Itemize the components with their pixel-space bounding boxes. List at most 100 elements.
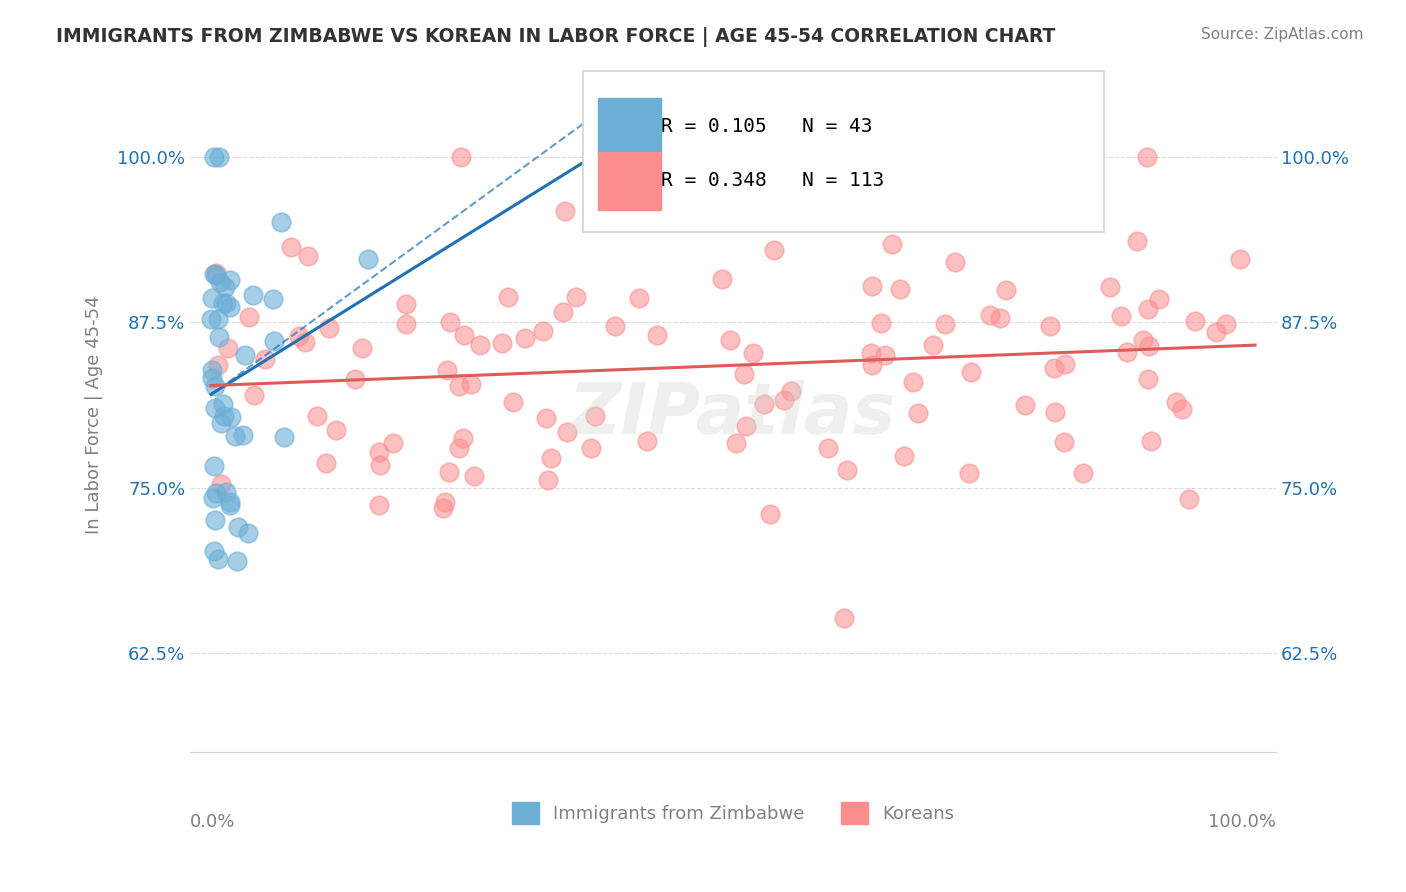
Point [219,495,242,509]
Point [367,499,389,513]
Point [225,554,247,568]
Point [889,282,911,296]
Point [202,491,225,505]
Point [212,397,235,411]
Point [218,301,240,315]
Point [235,348,257,362]
Point [209,416,232,430]
Point [711,272,734,286]
Point [463,469,485,483]
Point [450,150,472,164]
Point [207,330,229,344]
Point [1054,357,1077,371]
Point [205,266,228,280]
Point [449,441,471,455]
Point [343,372,366,386]
Point [1053,434,1076,449]
Y-axis label: In Labor Force | Age 45-54: In Labor Force | Age 45-54 [86,295,103,534]
Point [219,498,242,512]
Point [453,327,475,342]
Point [262,292,284,306]
Point [1184,314,1206,328]
Point [531,325,554,339]
Point [583,409,606,424]
Point [242,388,264,402]
Point [202,543,225,558]
Point [759,507,782,521]
Point [1178,492,1201,507]
Point [305,409,328,423]
Point [1170,402,1192,417]
Point [860,279,883,293]
Point [564,290,586,304]
Point [280,240,302,254]
Point [453,431,475,445]
Point [207,150,229,164]
Point [752,397,775,411]
Point [209,275,232,289]
Point [204,378,226,392]
Point [1126,234,1149,248]
Point [498,290,520,304]
Point [212,409,235,424]
Point [219,273,242,287]
Point [434,494,457,508]
Point [934,317,956,331]
Text: IMMIGRANTS FROM ZIMBABWE VS KOREAN IN LABOR FORCE | AGE 45-54 CORRELATION CHART: IMMIGRANTS FROM ZIMBABWE VS KOREAN IN LA… [56,27,1056,46]
Point [1116,344,1139,359]
Text: 0.0%: 0.0% [190,813,235,830]
Point [553,304,575,318]
Point [238,525,260,540]
Point [297,250,319,264]
Point [1137,339,1160,353]
Point [273,429,295,443]
Point [395,318,418,332]
Point [554,204,576,219]
Point [636,434,658,449]
Point [1149,293,1171,307]
Point [579,441,602,455]
Point [270,215,292,229]
Point [1135,150,1157,164]
Point [470,338,492,352]
Point [202,459,225,474]
Point [513,331,536,345]
Point [219,410,242,425]
Point [436,363,458,377]
Point [832,611,855,625]
Point [382,435,405,450]
Point [204,401,226,416]
Point [988,311,1011,326]
Point [207,312,229,326]
Point [288,328,311,343]
Point [921,178,943,193]
Point [201,370,224,384]
Point [207,358,229,372]
Point [837,463,859,477]
Point [960,365,983,379]
Point [325,423,347,437]
Point [773,392,796,407]
Point [318,320,340,334]
Point [437,465,460,479]
Point [870,317,893,331]
Point [763,244,786,258]
Point [1166,395,1188,409]
Point [907,406,929,420]
Point [228,520,250,534]
Point [491,336,513,351]
Point [356,252,378,267]
Point [718,333,741,347]
Point [368,444,391,458]
Point [238,310,260,324]
Point [943,254,966,268]
Point [873,348,896,362]
Point [214,279,236,293]
Text: Source: ZipAtlas.com: Source: ZipAtlas.com [1201,27,1364,42]
Point [294,335,316,350]
Point [242,288,264,302]
Point [1109,309,1132,323]
Point [1039,318,1062,333]
Point [204,268,226,282]
Point [860,359,883,373]
